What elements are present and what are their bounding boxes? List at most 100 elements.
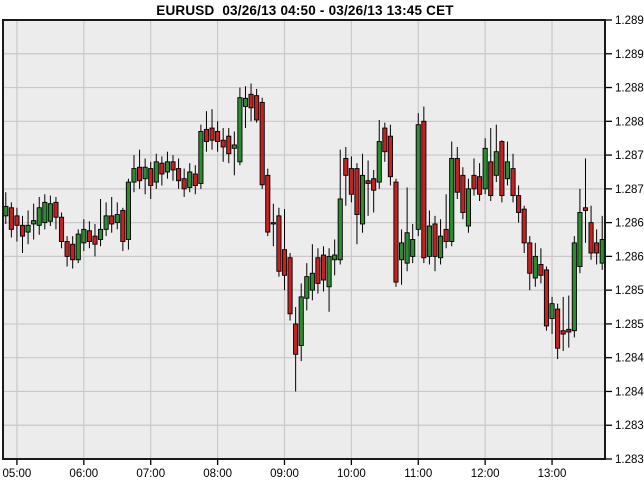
- candle-body: [488, 161, 494, 197]
- candle-body: [114, 214, 120, 224]
- y-tick-label: 1.287: [615, 184, 644, 196]
- candle-body: [471, 174, 477, 190]
- candle-body: [549, 303, 555, 319]
- candle-body: [415, 124, 421, 230]
- candle-body: [359, 174, 366, 225]
- candle-body: [209, 127, 215, 141]
- candle-body: [81, 228, 87, 244]
- candle-body: [215, 130, 221, 143]
- x-tick-label: 10:00: [337, 468, 366, 480]
- candle-body: [131, 168, 137, 183]
- candle-body: [248, 93, 254, 109]
- candle-body: [348, 168, 354, 195]
- plot-background: [3, 20, 605, 459]
- candle-body: [538, 264, 544, 276]
- candle-body: [376, 141, 382, 183]
- candle-body: [92, 235, 98, 245]
- candle-body: [315, 257, 321, 284]
- candle-body: [510, 168, 516, 197]
- candle-body: [14, 215, 20, 226]
- y-tick-label: 1.2875: [615, 150, 644, 162]
- plot-border: [2, 19, 606, 460]
- candle-body: [242, 97, 249, 107]
- candle-body: [231, 144, 237, 149]
- candle-body: [70, 243, 76, 261]
- candle-body: [443, 228, 449, 242]
- candle-body: [371, 178, 377, 191]
- candle-body: [64, 241, 70, 257]
- candle-body: [382, 127, 388, 153]
- candle-body: [499, 141, 505, 197]
- candle-body: [192, 173, 198, 186]
- candle-body: [516, 195, 522, 213]
- candle-body: [365, 180, 371, 184]
- y-tick-label: 1.2895: [615, 15, 644, 27]
- candle-body: [265, 174, 271, 233]
- candle-body: [109, 215, 115, 225]
- x-tick-label: 07:00: [136, 468, 165, 480]
- candle-body: [176, 168, 182, 182]
- candle-body: [449, 158, 455, 242]
- candle-body: [454, 158, 460, 193]
- candle-body: [599, 239, 605, 264]
- candle-body: [187, 171, 193, 188]
- candle-body: [31, 220, 37, 225]
- candle-body: [421, 120, 427, 259]
- y-tick-label: 1.2835: [615, 420, 644, 432]
- candle-body: [309, 272, 315, 291]
- candle-body: [148, 168, 154, 186]
- candle-body: [25, 224, 31, 233]
- candle-body: [320, 254, 327, 281]
- candle-body: [555, 308, 561, 349]
- candle-body: [170, 161, 176, 171]
- candle-body: [276, 215, 282, 272]
- candle-body: [571, 242, 577, 332]
- candle-body: [588, 222, 594, 254]
- y-tick-label: 1.2885: [615, 83, 644, 95]
- candle-body: [577, 212, 583, 267]
- candle-body: [482, 147, 488, 190]
- candle-body: [281, 249, 288, 276]
- x-tick-label: 09:00: [270, 468, 299, 480]
- candle-body: [594, 242, 600, 254]
- candle-body: [8, 207, 14, 230]
- candle-body: [53, 201, 59, 218]
- y-tick-label: 1.2855: [615, 285, 644, 297]
- candle-body: [203, 128, 210, 143]
- candle-body: [493, 151, 499, 176]
- candle-body: [426, 225, 432, 257]
- candle-body: [298, 296, 304, 346]
- candle-body: [332, 254, 338, 261]
- candle-body: [410, 239, 416, 257]
- candle-body: [398, 242, 405, 261]
- candle-body: [198, 130, 204, 184]
- candle-body: [226, 135, 232, 155]
- y-tick-label: 1.283: [615, 454, 644, 466]
- candle-body: [36, 207, 42, 226]
- candle-body: [293, 323, 299, 355]
- candle-body: [237, 97, 243, 163]
- candle-body: [137, 166, 143, 182]
- y-tick-label: 1.284: [615, 386, 644, 398]
- y-tick-label: 1.289: [615, 49, 644, 61]
- candle-body: [465, 188, 471, 227]
- candle-body: [387, 135, 393, 178]
- candle-body: [125, 181, 131, 240]
- candle-body: [337, 198, 343, 261]
- y-tick-label: 1.2845: [615, 353, 644, 365]
- candle-body: [159, 162, 165, 175]
- y-tick-label: 1.288: [615, 116, 644, 128]
- candle-body: [460, 174, 466, 213]
- candle-body: [181, 178, 187, 190]
- x-tick-label: 08:00: [203, 468, 232, 480]
- candle-body: [86, 230, 92, 242]
- candle-body: [527, 242, 533, 274]
- candle-body: [560, 330, 566, 335]
- candle-body: [521, 208, 527, 244]
- chart-title: EURUSD 03/26/13 04:50 - 03/26/13 13:45 C…: [156, 3, 454, 18]
- candle-body: [142, 166, 148, 180]
- candle-body: [47, 203, 53, 222]
- candle-body: [582, 207, 589, 211]
- y-tick-label: 1.2865: [615, 218, 644, 230]
